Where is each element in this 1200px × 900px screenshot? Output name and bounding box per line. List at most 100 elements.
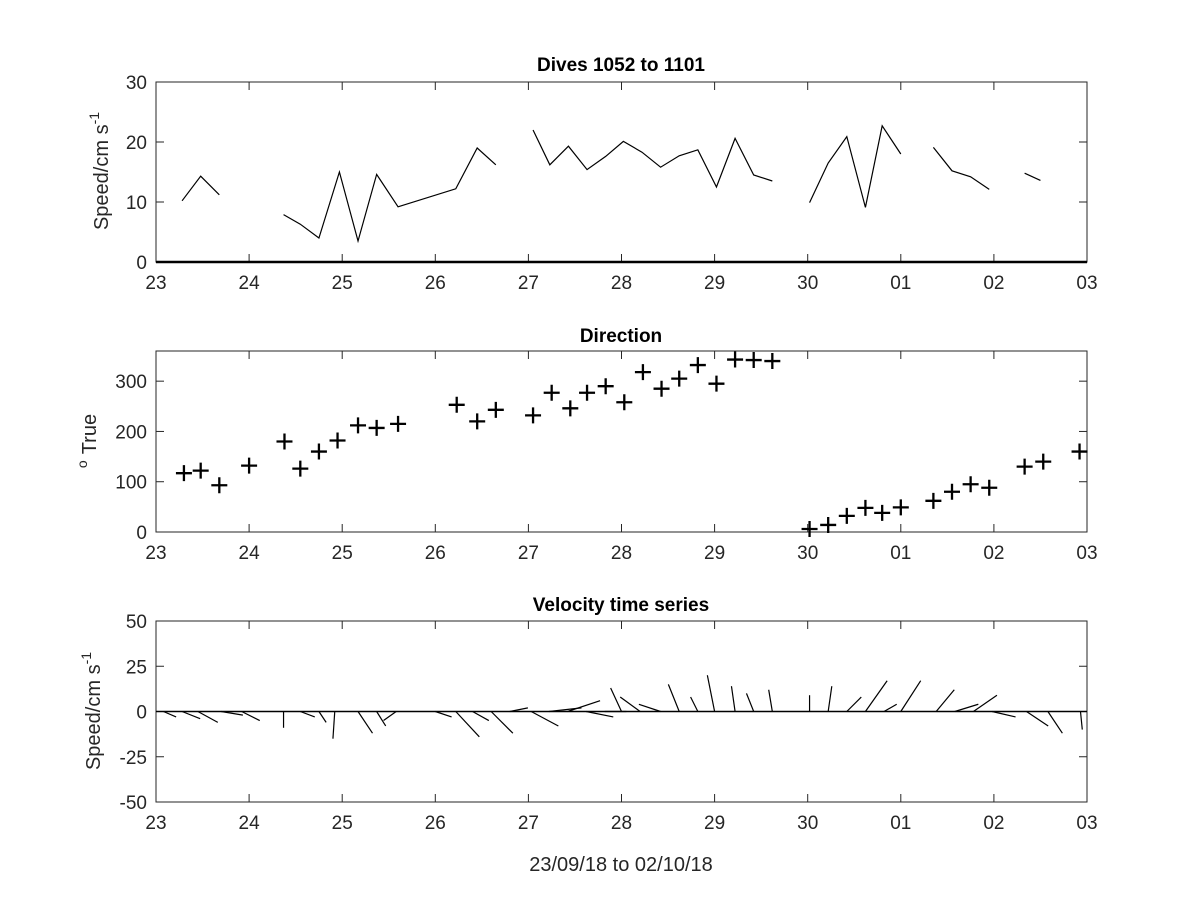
- velocity-vector: [973, 694, 998, 712]
- speed-series-line: [932, 147, 990, 190]
- velocity-vector: [954, 703, 979, 713]
- x-tick-label: 28: [611, 273, 632, 294]
- y-tick-label: 0: [136, 523, 147, 544]
- x-tick-label: 03: [1076, 273, 1097, 294]
- velocity-vector: [332, 711, 336, 739]
- x-tick-label: 30: [797, 273, 818, 294]
- velocity-vector: [991, 710, 1016, 718]
- direction-point: [487, 401, 504, 418]
- velocity-vector: [745, 693, 755, 712]
- x-tick-label: 26: [425, 273, 446, 294]
- y-tick-label: 10: [126, 193, 147, 214]
- velocity-panel: Velocity time series Speed/cm s-1 23/09/…: [78, 595, 1098, 876]
- direction-point: [1035, 453, 1052, 470]
- direction-point: [962, 476, 979, 493]
- velocity-vector: [610, 687, 623, 712]
- velocity-vector: [472, 710, 490, 722]
- velocity-vector: [383, 711, 397, 722]
- x-tick-label: 26: [425, 543, 446, 564]
- x-tick-label: 24: [239, 813, 261, 834]
- velocity-vector: [376, 711, 387, 727]
- x-tick-label: 25: [332, 273, 353, 294]
- velocity-vector: [300, 710, 315, 718]
- direction-point: [448, 396, 465, 413]
- direction-point: [944, 483, 961, 500]
- speed-series-line: [809, 124, 902, 208]
- velocity-vector: [846, 696, 862, 712]
- x-tick-label: 29: [704, 273, 725, 294]
- direction-point: [1071, 443, 1088, 460]
- y-tick-label: 20: [126, 133, 147, 154]
- velocity-vector: [827, 686, 833, 712]
- direction-point: [368, 419, 385, 436]
- direction-point: [241, 457, 258, 474]
- velocity-vector: [163, 710, 177, 718]
- velocity-vector: [690, 696, 699, 712]
- direction-panel-ylabel: oTrue: [74, 414, 101, 468]
- direction-point: [671, 370, 688, 387]
- x-tick-label: 28: [611, 813, 632, 834]
- velocity-vector: [181, 710, 201, 720]
- velocity-vector: [509, 707, 528, 713]
- velocity-vector: [864, 680, 888, 712]
- velocity-vector: [667, 684, 680, 712]
- velocity-vector: [567, 700, 601, 713]
- direction-point: [857, 499, 874, 516]
- velocity-vector: [586, 710, 614, 718]
- x-tick-label: 24: [239, 273, 261, 294]
- direction-point: [525, 407, 542, 424]
- direction-point: [579, 384, 596, 401]
- velocity-panel-ylabel: Speed/cm s-1: [78, 652, 105, 770]
- x-tick-label: 27: [518, 543, 539, 564]
- x-tick-label: 23: [145, 813, 166, 834]
- velocity-vector: [768, 689, 773, 712]
- velocity-vector: [1047, 711, 1063, 734]
- direction-point: [653, 380, 670, 397]
- direction-point: [689, 357, 706, 374]
- direction-point: [329, 432, 346, 449]
- direction-panel-title: Direction: [580, 326, 662, 347]
- x-tick-label: 03: [1076, 813, 1097, 834]
- velocity-vector: [241, 710, 261, 722]
- direction-point: [708, 375, 725, 392]
- velocity-vector: [455, 711, 480, 738]
- direction-point: [310, 443, 327, 460]
- direction-point: [981, 479, 998, 496]
- y-tick-label: 300: [115, 372, 147, 393]
- velocity-vector: [706, 675, 716, 712]
- direction-point: [1016, 458, 1033, 475]
- x-tick-label: 27: [518, 813, 539, 834]
- velocity-vector: [730, 686, 736, 712]
- direction-point: [745, 352, 762, 369]
- direction-point: [292, 460, 309, 477]
- x-tick-label: 26: [425, 813, 446, 834]
- y-tick-label: 200: [115, 422, 147, 443]
- direction-point: [874, 504, 891, 521]
- velocity-panel-title: Velocity time series: [533, 595, 709, 616]
- velocity-vector: [530, 710, 559, 727]
- x-tick-label: 01: [890, 813, 911, 834]
- direction-point: [838, 507, 855, 524]
- y-tick-label: 30: [126, 73, 147, 94]
- y-tick-label: 25: [126, 657, 147, 678]
- x-tick-label: 30: [797, 813, 818, 834]
- velocity-vector: [883, 703, 898, 713]
- y-tick-label: -50: [120, 793, 147, 814]
- x-tick-label: 27: [518, 273, 539, 294]
- x-tick-label: 03: [1076, 543, 1097, 564]
- direction-point: [562, 400, 579, 417]
- direction-point: [276, 433, 293, 450]
- direction-point: [175, 465, 192, 482]
- y-tick-label: -25: [120, 748, 147, 769]
- direction-point: [390, 415, 407, 432]
- x-tick-label: 24: [239, 543, 261, 564]
- direction-point: [634, 364, 651, 381]
- x-tick-label: 29: [704, 543, 725, 564]
- x-tick-label: 01: [890, 273, 911, 294]
- speed-panel-title: Dives 1052 to 1101: [537, 55, 705, 76]
- x-tick-label: 23: [145, 543, 166, 564]
- velocity-vector: [490, 711, 514, 734]
- speed-series-line: [1024, 172, 1041, 181]
- speed-panel: Dives 1052 to 1101 Speed/cm s-1 23 24 25 26…: [86, 55, 1098, 294]
